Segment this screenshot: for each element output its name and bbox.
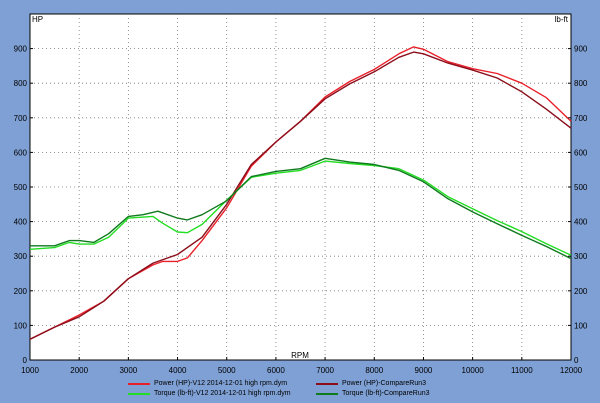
y-tick-label-left: 200 xyxy=(14,287,28,296)
y-tick-label-left: 0 xyxy=(23,356,28,365)
x-tick-label: 1000 xyxy=(21,366,39,375)
x-tick-label: 5000 xyxy=(218,366,236,375)
y-tick-label-left: 300 xyxy=(14,252,28,261)
legend-swatch xyxy=(316,383,338,385)
x-tick-label: 11000 xyxy=(511,366,533,375)
grid xyxy=(30,14,571,360)
y-tick-label-left: 400 xyxy=(14,218,28,227)
x-axis-ticks: 1000 2000 3000 4000 5000 6000 7000 8000 9000 1000… xyxy=(21,357,583,375)
series-line xyxy=(30,157,572,260)
y-tick-label-left: 100 xyxy=(14,321,28,330)
legend-swatch xyxy=(316,393,338,395)
x-tick-label: 2000 xyxy=(70,366,88,375)
y-tick-label-right: 800 xyxy=(574,79,588,88)
legend-swatch xyxy=(128,383,150,385)
y-tick-label-right: 100 xyxy=(574,321,588,330)
series-line xyxy=(29,51,572,340)
y-tick-label-left: 700 xyxy=(14,114,28,123)
y-tick-label-right: 700 xyxy=(574,114,588,123)
y-tick-label-right: 500 xyxy=(574,183,588,192)
y-axis-right-label: lb-ft xyxy=(555,15,569,24)
y-tick-label-right: 400 xyxy=(574,218,588,227)
y-axis-left-label: HP xyxy=(32,15,43,24)
y-axis-right-ticks: 0 100 200 300 400 500 600 700 800 900 xyxy=(568,45,588,365)
y-tick-label-left: 500 xyxy=(14,183,28,192)
x-tick-label: 7000 xyxy=(316,366,334,375)
legend-label: Power (HP)-CompareRun3 xyxy=(342,380,427,387)
x-tick-label: 9000 xyxy=(415,366,433,375)
x-tick-label: 10000 xyxy=(462,366,485,375)
x-tick-label: 12000 xyxy=(560,366,583,375)
y-tick-label-right: 0 xyxy=(574,356,579,365)
plot-area xyxy=(29,13,572,361)
x-axis-label: RPM xyxy=(291,351,309,360)
x-tick-label: 6000 xyxy=(267,366,285,375)
y-tick-label-right: 300 xyxy=(574,252,588,261)
legend-label: Power (HP)-V12 2014-12-01 high rpm.dym xyxy=(154,380,288,387)
y-tick-label-right: 200 xyxy=(574,287,588,296)
y-tick-label-right: 600 xyxy=(574,148,588,157)
y-tick-label-left: 900 xyxy=(14,45,28,54)
x-tick-label: 3000 xyxy=(119,366,137,375)
y-tick-label-right: 900 xyxy=(574,45,588,54)
legend-swatch xyxy=(128,393,150,395)
legend: Power (HP)-V12 2014-12-01 high rpm.dym T… xyxy=(0,377,600,401)
series-lines xyxy=(29,46,572,340)
x-tick-label: 4000 xyxy=(169,366,187,375)
legend-label: Torque (lb-ft)-V12 2014-12-01 high rpm.d… xyxy=(154,390,291,397)
legend-label: Torque (lb-ft)-CompareRun3 xyxy=(342,390,430,397)
y-tick-label-left: 600 xyxy=(14,148,28,157)
y-tick-label-left: 800 xyxy=(14,79,28,88)
y-axis-left-ticks: 0 100 200 300 400 500 600 700 800 900 xyxy=(14,45,33,365)
x-tick-label: 8000 xyxy=(365,366,383,375)
